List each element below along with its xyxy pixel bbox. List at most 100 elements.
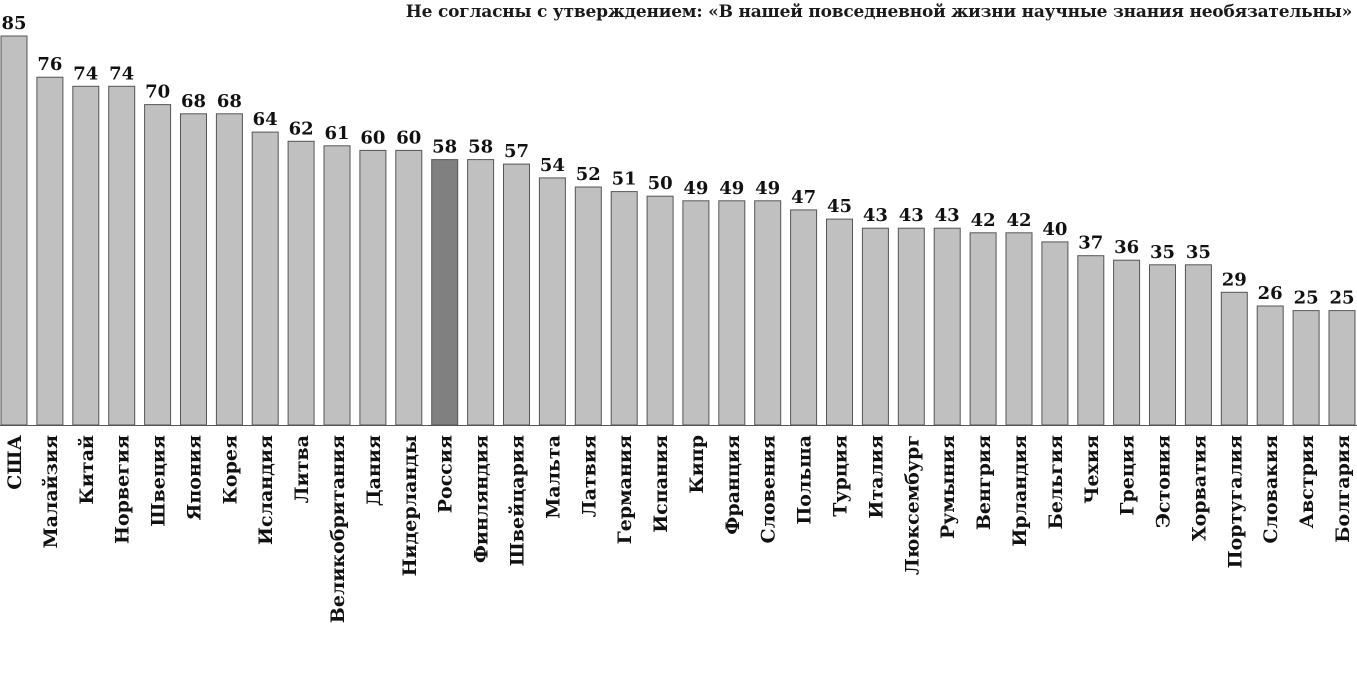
category-label-германия: Германия — [614, 435, 636, 544]
category-label-исландия: Исландия — [255, 435, 277, 545]
category-label-эстония: Эстония — [1153, 435, 1175, 528]
value-label-кипр: 49 — [683, 178, 708, 199]
value-label-китай: 74 — [73, 63, 98, 84]
value-label-португалия: 29 — [1222, 269, 1247, 290]
value-label-исландия: 64 — [253, 109, 278, 130]
category-label-швейцария: Швейцария — [507, 435, 529, 566]
value-label-бельгия: 40 — [1042, 219, 1067, 240]
bar-финляндия — [467, 159, 495, 426]
category-label-франция: Франция — [722, 435, 744, 535]
value-label-литва: 62 — [289, 118, 314, 139]
bar-словения — [754, 200, 782, 426]
bar-китай — [72, 85, 100, 426]
value-label-япония: 68 — [181, 91, 206, 112]
category-label-россия: Россия — [435, 435, 457, 513]
value-label-болгария: 25 — [1329, 288, 1354, 309]
category-label-италия: Италия — [865, 435, 887, 519]
value-label-австрия: 25 — [1294, 288, 1319, 309]
bar-великобритания — [323, 145, 351, 426]
bar-литва — [287, 140, 315, 426]
value-label-швеция: 70 — [145, 82, 170, 103]
value-label-эстония: 35 — [1150, 242, 1175, 263]
bar-дания — [359, 149, 387, 426]
bar-швейцария — [503, 163, 530, 426]
category-label-корея: Корея — [219, 435, 241, 504]
value-label-франция: 49 — [719, 178, 744, 199]
category-label-хорватия: Хорватия — [1188, 435, 1210, 541]
bar-словакия — [1256, 305, 1284, 426]
bar-мальта — [538, 177, 566, 426]
bar-германия — [610, 191, 638, 426]
bar-чехия — [1077, 255, 1105, 426]
value-label-венгрия: 42 — [971, 210, 996, 231]
category-label-греция: Греция — [1117, 435, 1139, 516]
category-label-португалия: Португалия — [1224, 435, 1246, 568]
value-label-великобритания: 61 — [324, 123, 349, 144]
value-label-дания: 60 — [360, 127, 385, 148]
bar-латвия — [574, 186, 602, 426]
value-label-испания: 50 — [648, 173, 673, 194]
category-label-чехия: Чехия — [1081, 435, 1103, 504]
bar-бельгия — [1041, 241, 1069, 426]
category-label-польша: Польша — [794, 435, 816, 525]
category-label-сша: США — [4, 434, 26, 489]
value-label-польша: 47 — [791, 187, 816, 208]
bar-греция — [1113, 259, 1141, 426]
category-label-нидерланды: Нидерланды — [399, 435, 421, 576]
bar-италия — [861, 227, 889, 426]
category-label-австрия: Австрия — [1296, 435, 1318, 528]
value-label-корея: 68 — [217, 91, 242, 112]
value-label-малайзия: 76 — [37, 54, 62, 75]
value-label-румыния: 43 — [935, 205, 960, 226]
bar-сша — [0, 35, 28, 426]
category-label-бельгия: Бельгия — [1045, 435, 1067, 529]
value-label-ирландия: 42 — [1006, 210, 1031, 231]
chart-title: Не согласны с утверждением: «В нашей пов… — [405, 2, 1352, 22]
category-label-норвегия: Норвегия — [112, 435, 134, 544]
category-label-великобритания: Великобритания — [327, 435, 349, 623]
category-label-словения: Словения — [758, 435, 780, 544]
value-label-люксембург: 43 — [899, 205, 924, 226]
bar-болгария — [1328, 310, 1356, 426]
category-label-литва: Литва — [291, 435, 313, 503]
bars-layer — [0, 35, 1356, 426]
value-label-германия: 51 — [612, 169, 637, 190]
category-label-малайзия: Малайзия — [40, 435, 62, 548]
bar-малайзия — [36, 76, 64, 426]
bar-люксембург — [897, 227, 925, 426]
bar-нидерланды — [395, 149, 423, 426]
value-label-турция: 45 — [827, 196, 852, 217]
value-label-хорватия: 35 — [1186, 242, 1211, 263]
value-label-латвия: 52 — [576, 164, 601, 185]
category-label-китай: Китай — [76, 435, 98, 505]
category-label-швеция: Швеция — [148, 435, 170, 527]
bar-кипр — [682, 200, 710, 426]
category-label-япония: Япония — [184, 435, 206, 520]
bar-швеция — [144, 104, 172, 426]
bar-австрия — [1292, 310, 1320, 426]
bar-корея — [215, 113, 243, 426]
bar-франция — [718, 200, 746, 426]
value-label-россия: 58 — [432, 137, 457, 158]
bar-исландия — [251, 131, 279, 426]
bar-турция — [826, 218, 853, 426]
value-label-греция: 36 — [1114, 237, 1139, 258]
category-label-латвия: Латвия — [578, 435, 600, 517]
bar-эстония — [1149, 264, 1176, 426]
value-labels-layer: 85 76 74 74 70 68 68 64 62 61 60 60 58 58 57 54 52 51 50 49… — [1, 13, 1354, 309]
value-label-норвегия: 74 — [109, 63, 134, 84]
bar-испания — [646, 195, 674, 426]
value-label-нидерланды: 60 — [396, 127, 421, 148]
category-label-турция: Турция — [830, 435, 852, 517]
category-label-люксембург: Люксембург — [901, 435, 923, 575]
bar-ирландия — [1005, 232, 1033, 426]
value-label-сша: 85 — [1, 13, 26, 34]
value-label-словакия: 26 — [1258, 283, 1283, 304]
bar-япония — [180, 113, 207, 426]
bar-венгрия — [969, 232, 997, 426]
bar-норвегия — [108, 85, 136, 426]
value-label-мальта: 54 — [540, 155, 565, 176]
category-label-словакия: Словакия — [1260, 435, 1282, 544]
